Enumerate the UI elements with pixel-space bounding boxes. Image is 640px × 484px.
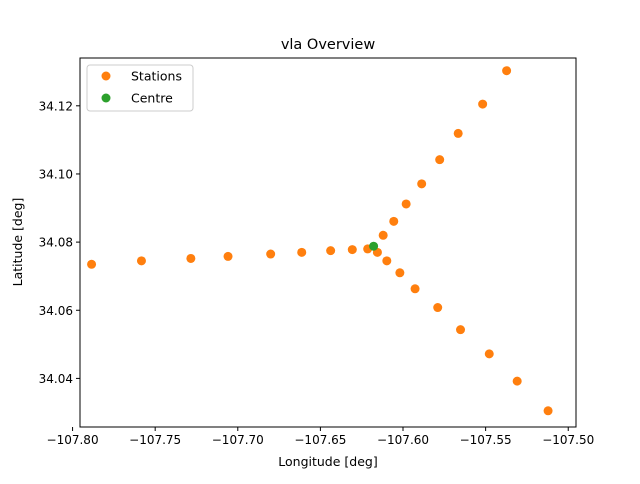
- stations-point-15: [456, 325, 466, 335]
- x-ticks: −107.80 −107.75 −107.70 −107.65 −107.60 −107.…: [47, 427, 594, 447]
- y-tick-label: 34.06: [39, 304, 73, 318]
- stations-point-1: [87, 259, 97, 269]
- stations-point-22: [417, 179, 427, 189]
- legend-marker-stations: [101, 71, 111, 81]
- x-tick-label: −107.65: [294, 433, 346, 447]
- y-tick-label: 34.10: [39, 167, 73, 181]
- x-tick-label: −107.50: [542, 433, 594, 447]
- x-tick-label: −107.70: [212, 433, 264, 447]
- stations-point-14: [433, 303, 443, 313]
- y-ticks: 34.04 34.06 34.08 34.10 34.12: [39, 99, 80, 386]
- stations-point-16: [484, 349, 494, 359]
- centre-point-1: [369, 241, 379, 251]
- points-layer: [87, 66, 553, 416]
- legend-label-centre: Centre: [131, 91, 173, 106]
- stations-point-21: [401, 199, 411, 209]
- x-tick-label: −107.55: [460, 433, 512, 447]
- x-tick-label: −107.75: [129, 433, 181, 447]
- x-tick-label: −107.60: [377, 433, 429, 447]
- x-tick-label: −107.80: [47, 433, 99, 447]
- stations-point-3: [186, 253, 196, 263]
- stations-point-25: [478, 99, 488, 109]
- stations-point-7: [326, 246, 336, 256]
- stations-point-6: [297, 247, 307, 257]
- stations-point-20: [389, 216, 399, 226]
- stations-point-12: [395, 268, 405, 278]
- y-tick-label: 34.12: [39, 99, 73, 113]
- stations-point-24: [453, 128, 463, 138]
- stations-point-19: [378, 230, 388, 240]
- stations-point-13: [410, 284, 420, 294]
- stations-point-17: [512, 376, 522, 386]
- y-tick-label: 34.08: [39, 236, 73, 250]
- x-axis-label: Longitude [deg]: [278, 454, 377, 469]
- legend-label-stations: Stations: [131, 69, 182, 84]
- y-tick-label: 34.04: [39, 372, 73, 386]
- stations-point-23: [435, 155, 445, 165]
- stations-point-18: [543, 406, 553, 416]
- legend-box: [86, 64, 194, 112]
- legend-marker-centre: [101, 93, 111, 103]
- y-axis-label: Latitude [deg]: [10, 198, 25, 287]
- stations-point-26: [502, 66, 512, 76]
- stations-point-11: [382, 256, 392, 266]
- stations-point-2: [136, 256, 146, 266]
- stations-point-5: [266, 249, 276, 259]
- chart-title: vla Overview: [281, 37, 376, 53]
- stations-point-8: [347, 245, 357, 255]
- legend: Stations Centre: [86, 64, 194, 112]
- stations-point-4: [223, 251, 233, 261]
